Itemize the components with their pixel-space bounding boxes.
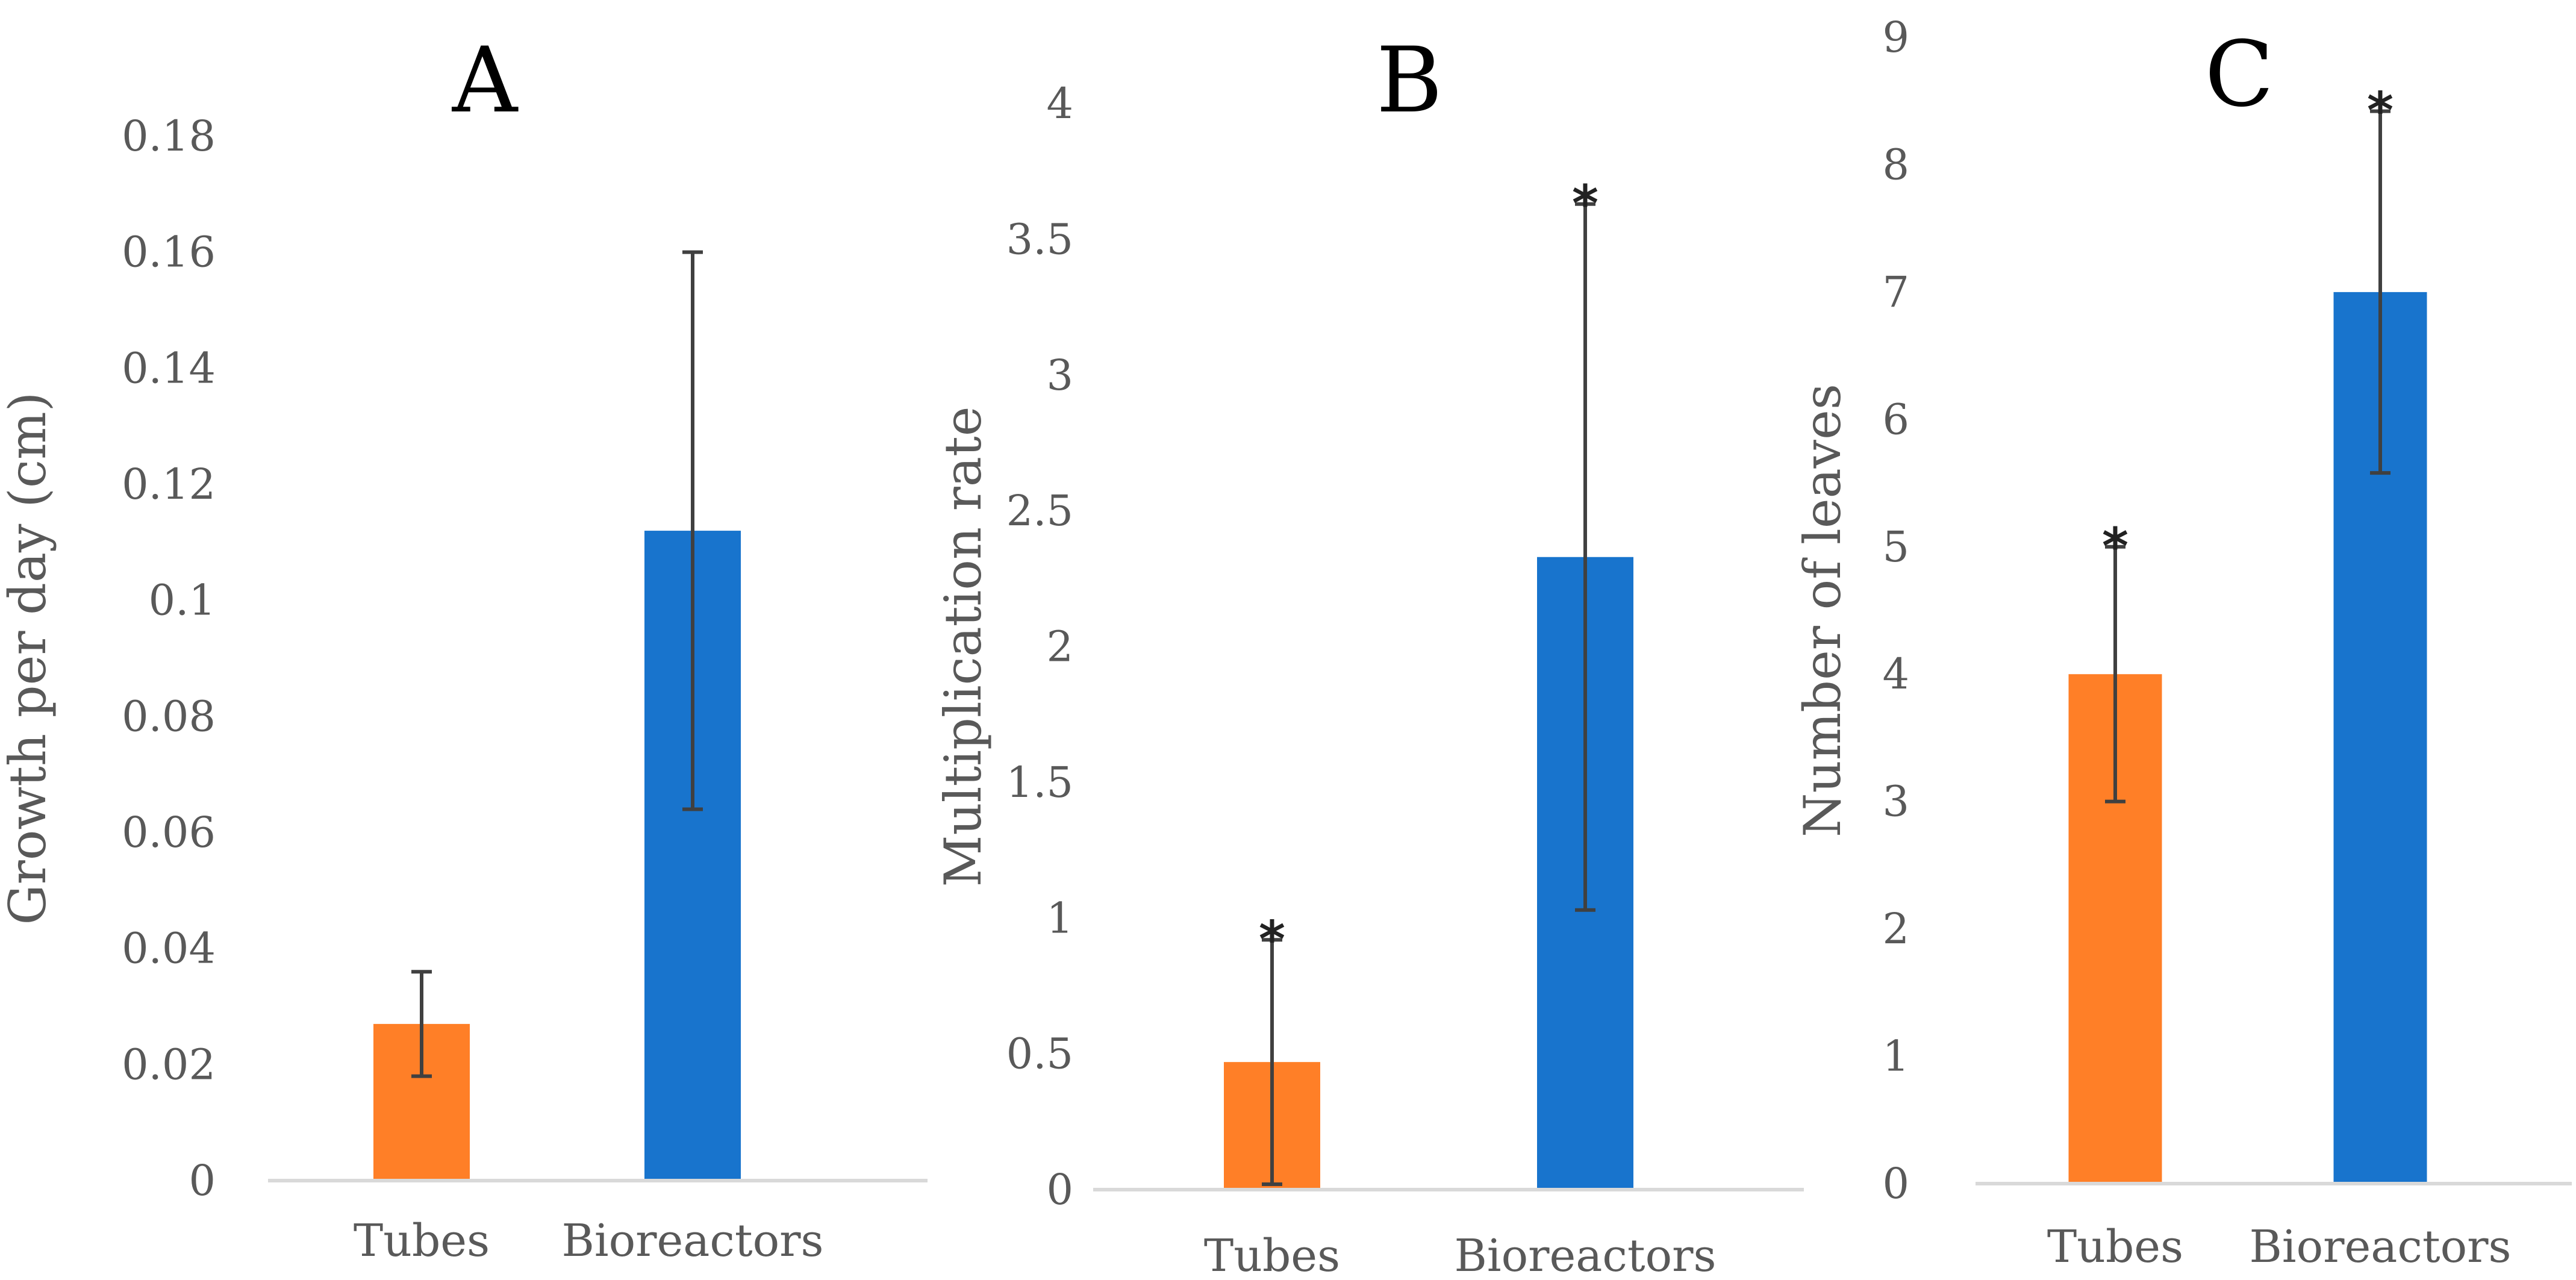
y-tick-label: 5 — [1882, 522, 1909, 572]
y-tick-label: 0.1 — [149, 576, 216, 625]
y-tick-label: 2 — [1882, 904, 1909, 954]
x-category-label: Bioreactors — [562, 1215, 824, 1267]
panel-title: C — [2205, 22, 2274, 127]
significance-marker: * — [2102, 517, 2128, 576]
panel-a: 0 0.02 0.04 0.06 0.08 0.1 0.12 0.14 0.16 0.18 Tube… — [0, 28, 928, 1267]
y-tick-label: 0.16 — [122, 228, 216, 277]
error-bar-bioreactors — [1575, 202, 1595, 912]
panel-title: B — [1376, 28, 1442, 133]
y-tick-label: 3 — [1046, 351, 1073, 400]
y-tick-label: 0 — [1046, 1165, 1073, 1214]
x-category-label: Bioreactors — [2250, 1221, 2512, 1273]
x-category-label: Tubes — [2047, 1221, 2183, 1273]
error-bar-tubes — [411, 970, 432, 1078]
panel-title: A — [452, 28, 519, 133]
x-category-label: Tubes — [1204, 1230, 1340, 1280]
y-tick-label: 1 — [1882, 1032, 1909, 1081]
y-tick-label: 0.02 — [122, 1040, 216, 1089]
panel-c: 0 1 2 3 4 5 6 7 8 9 * * Tubes Bioreactors C Number of l… — [1793, 13, 2572, 1273]
error-bar-bioreactors — [682, 250, 703, 811]
y-tick-label: 1.5 — [1006, 758, 1073, 807]
y-tick-label: 0 — [189, 1156, 216, 1205]
significance-marker: * — [1259, 910, 1285, 969]
y-tick-label: 9 — [1882, 13, 1909, 62]
y-tick-label: 4 — [1046, 79, 1073, 128]
y-tick-label: 0.18 — [122, 111, 216, 161]
y-tick-label: 8 — [1882, 140, 1909, 189]
error-bar-tubes — [1262, 938, 1282, 1186]
y-tick-label: 0.06 — [122, 808, 216, 857]
y-tick-label: 4 — [1882, 649, 1909, 699]
x-category-label: Bioreactors — [1455, 1230, 1717, 1280]
y-tick-label: 0.12 — [122, 460, 216, 509]
y-tick-label: 2.5 — [1006, 486, 1073, 535]
y-tick-label: 0.5 — [1006, 1029, 1073, 1079]
significance-marker: * — [2367, 81, 2394, 140]
y-tick-label: 0.04 — [122, 924, 216, 973]
error-bar-bioreactors — [2370, 109, 2390, 475]
y-tick-label: 3 — [1882, 777, 1909, 826]
y-tick-label: 7 — [1882, 267, 1909, 317]
panel-b: 0 0.5 1 1.5 2 2.5 3 3.5 4 * * Tubes Bioreactors B Mult… — [934, 28, 1804, 1280]
y-tick-label: 0.14 — [122, 343, 216, 393]
y-axis-label: Multiplication rate — [934, 407, 993, 887]
significance-marker: * — [1572, 174, 1598, 233]
x-category-label: Tubes — [354, 1215, 490, 1267]
y-tick-label: 0 — [1882, 1159, 1909, 1208]
y-axis-label: Number of leaves — [1793, 384, 1852, 837]
y-tick-label: 0.08 — [122, 692, 216, 741]
y-tick-label: 6 — [1882, 395, 1909, 444]
y-tick-label: 2 — [1046, 622, 1073, 672]
y-tick-label: 3.5 — [1006, 214, 1073, 264]
error-bar-tubes — [2105, 545, 2125, 804]
y-tick-label: 1 — [1046, 893, 1073, 943]
y-axis-label: Growth per day (cm) — [0, 392, 57, 925]
